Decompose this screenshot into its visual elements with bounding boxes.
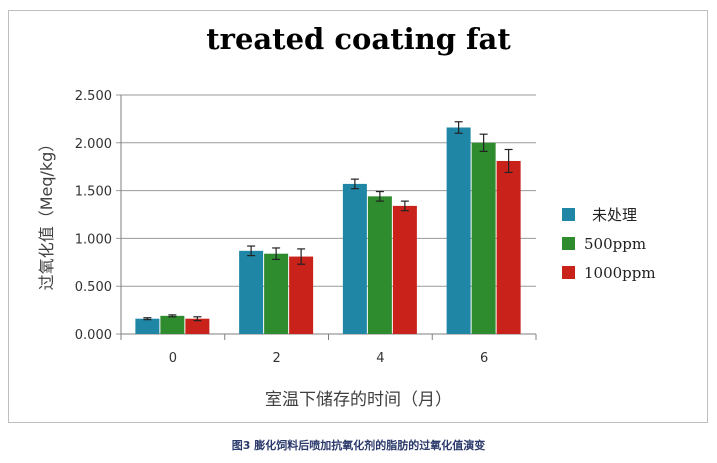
legend-swatch <box>562 237 575 250</box>
legend-swatch <box>562 266 575 279</box>
bar <box>135 318 160 334</box>
figure-caption: 图3 膨化饲料后喷加抗氧化剂的脂肪的过氧化值演变 <box>231 439 486 452</box>
bar <box>496 160 521 334</box>
x-tick-label: 6 <box>480 351 488 366</box>
y-tick-label: 1.500 <box>75 185 112 200</box>
bar <box>342 183 367 334</box>
x-tick-label: 4 <box>376 351 384 366</box>
bar <box>289 256 314 334</box>
bar <box>392 205 417 334</box>
legend-label: 1000ppm <box>584 263 656 282</box>
y-tick-label: 0.000 <box>75 328 112 343</box>
y-tick-label: 0.500 <box>75 280 112 295</box>
legend-item-1000ppm: 1000ppm <box>562 258 656 287</box>
bar <box>239 250 264 334</box>
bar <box>367 196 392 334</box>
x-axis-label: 室温下储存的时间（月） <box>265 390 452 410</box>
legend-item-500ppm: 500ppm <box>562 229 656 258</box>
bar <box>264 253 289 334</box>
legend: 未处理 500ppm 1000ppm <box>562 200 656 287</box>
chart-title: treated coating fat <box>206 22 511 56</box>
y-tick-label: 1.000 <box>75 232 112 247</box>
y-tick-label: 2.000 <box>75 137 112 152</box>
bar <box>160 315 185 334</box>
bar <box>471 142 496 334</box>
y-axis-label: 过氧化值（Meq/kg） <box>37 135 56 291</box>
legend-label: 未处理 <box>592 206 638 224</box>
x-tick-label: 0 <box>169 351 177 366</box>
x-tick-label: 2 <box>272 351 280 366</box>
legend-item-untreated: 未处理 <box>562 200 656 229</box>
bar <box>185 318 210 334</box>
y-tick-label: 2.500 <box>75 89 112 104</box>
legend-swatch <box>562 208 575 221</box>
legend-label: 500ppm <box>584 234 647 253</box>
bar <box>446 127 471 334</box>
